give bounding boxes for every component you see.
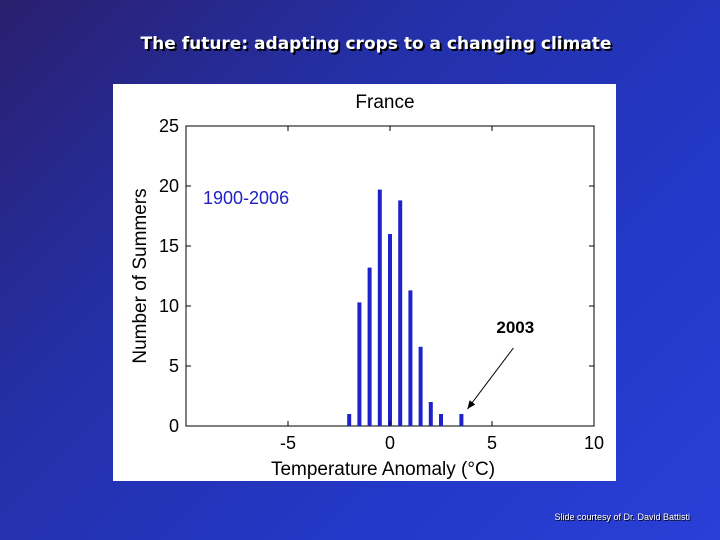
chart-figure: France 0 5 10 15 20 25 -5 0 5 10 1900-2006 Temper… bbox=[113, 84, 616, 481]
annotation-arrow-line bbox=[467, 347, 514, 410]
histogram-bar bbox=[388, 234, 392, 426]
y-tick-label: 20 bbox=[159, 176, 179, 196]
y-tick-label: 0 bbox=[169, 416, 179, 436]
histogram-bar bbox=[357, 302, 362, 426]
histogram-bar bbox=[377, 189, 382, 426]
x-tick-label: 0 bbox=[385, 433, 395, 453]
slide-credit: Slide courtesy of Dr. David Battisti bbox=[554, 512, 690, 522]
axes-group: 0 5 10 15 20 25 -5 0 5 10 bbox=[159, 116, 604, 453]
histogram-bar bbox=[439, 414, 443, 426]
histogram-bar bbox=[459, 414, 464, 426]
y-tick-label: 10 bbox=[159, 296, 179, 316]
y-axis-label: Number of Summers bbox=[130, 188, 151, 363]
inset-label: 1900-2006 bbox=[203, 188, 289, 208]
bars-group bbox=[347, 189, 464, 426]
slide-title: The future: adapting crops to a changing… bbox=[140, 34, 612, 54]
histogram-bar bbox=[418, 346, 423, 426]
annotation-arrowhead bbox=[467, 400, 476, 409]
y-tick-label: 15 bbox=[159, 236, 179, 256]
histogram-chart: France 0 5 10 15 20 25 -5 0 5 10 1900-2006 Temper… bbox=[130, 92, 604, 480]
y-tick-label: 25 bbox=[159, 116, 179, 136]
y-tick-label: 5 bbox=[169, 356, 179, 376]
histogram-bar bbox=[367, 267, 372, 426]
histogram-bar bbox=[347, 414, 352, 426]
x-tick-label: 10 bbox=[584, 433, 604, 453]
annotation-label: 2003 bbox=[496, 318, 534, 337]
histogram-bar bbox=[428, 402, 433, 426]
x-tick-label: 5 bbox=[487, 433, 497, 453]
chart-title: France bbox=[355, 92, 414, 113]
histogram-bar bbox=[398, 200, 403, 426]
histogram-bar bbox=[408, 290, 413, 426]
x-tick-label: -5 bbox=[280, 433, 296, 453]
annotation-group: 2003 bbox=[467, 318, 534, 410]
x-axis-label: Temperature Anomaly (°C) bbox=[271, 459, 495, 480]
